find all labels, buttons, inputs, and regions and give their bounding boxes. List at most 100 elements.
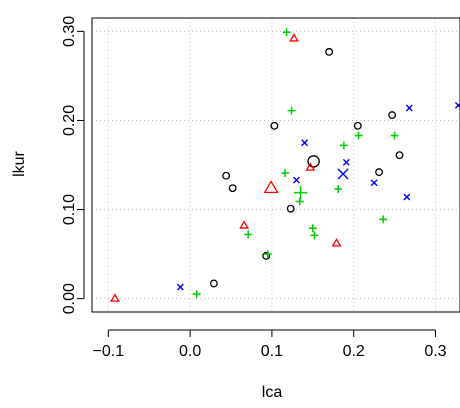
circle-point-shape: [262, 251, 271, 260]
plus-point-shape: [192, 290, 201, 299]
cross-point-shape: [405, 104, 413, 112]
triangle-point: [109, 293, 120, 302]
plus-point: [192, 290, 201, 299]
circle-centroid-shape: [307, 155, 320, 168]
triangle-point-shape: [109, 293, 120, 302]
circle-point: [262, 251, 271, 260]
triangle-centroid-shape: [263, 180, 279, 193]
cross-point: [301, 139, 309, 147]
cross-point-shape: [176, 283, 184, 291]
circle-point: [209, 279, 218, 288]
circle-point-shape: [353, 121, 362, 130]
circle-point-shape: [375, 168, 383, 177]
plus-point: [295, 197, 304, 206]
plus-point: [281, 169, 289, 177]
circle-point: [395, 151, 404, 160]
plus-point-shape: [281, 169, 289, 177]
plus-point: [282, 28, 291, 37]
cross-point-shape: [301, 139, 309, 147]
plus-point-shape: [310, 231, 319, 240]
plus-point-shape: [354, 131, 363, 140]
triangle-point-shape: [331, 238, 342, 247]
x-tick-label: 0.1: [261, 343, 283, 360]
plus-point: [287, 106, 296, 115]
plus-point: [390, 131, 399, 140]
cross-point: [403, 193, 411, 201]
circle-point-shape: [286, 204, 295, 213]
triangle-point: [331, 238, 342, 247]
triangle-centroid: [263, 180, 279, 193]
plus-point-shape: [308, 224, 317, 233]
plus-point-shape: [334, 185, 343, 194]
y-axis: 0.00 0.10 0.20 0.30: [61, 16, 85, 314]
plus-point: [334, 185, 343, 194]
plus-centroid: [293, 185, 308, 200]
triangle-point-shape: [239, 220, 250, 229]
plus-point-shape: [379, 215, 388, 224]
y-tick-label: 0.00: [61, 283, 78, 314]
circle-centroid: [307, 155, 320, 168]
circle-point: [375, 168, 383, 177]
triangle-point-shape: [289, 33, 299, 42]
plus-point-shape: [390, 131, 399, 140]
plus-point-shape: [282, 28, 291, 37]
circle-point-shape: [209, 279, 218, 288]
plus-point: [244, 230, 253, 239]
triangle-point-shape: [305, 162, 316, 171]
x-tick-label: 0.3: [424, 343, 446, 360]
circle-point-shape: [395, 151, 404, 160]
cross-point: [176, 283, 184, 291]
circle-point: [325, 47, 334, 56]
circle-point-shape: [325, 47, 334, 56]
plus-point-shape: [295, 197, 304, 206]
circle-point: [286, 204, 295, 213]
circle-point: [388, 111, 397, 120]
cross-point: [342, 158, 350, 166]
cross-centroid: [337, 168, 349, 180]
plus-centroid-shape: [293, 185, 308, 200]
cross-point-shape: [403, 193, 411, 201]
plus-point: [310, 231, 319, 240]
cross-point-shape: [292, 176, 300, 184]
cross-point: [370, 179, 378, 187]
circle-point: [353, 121, 362, 130]
plus-point-shape: [263, 250, 272, 259]
cross-point: [405, 104, 413, 112]
x-tick-label: −0.1: [93, 343, 125, 360]
plus-point-shape: [339, 141, 348, 150]
plus-point: [308, 224, 317, 233]
y-axis-title: lkur: [11, 150, 28, 176]
plus-point-shape: [287, 106, 296, 115]
plot-frame: [91, 17, 460, 313]
y-tick-label: 0.10: [61, 194, 78, 225]
circle-point-shape: [388, 111, 397, 120]
cross-point-shape: [370, 179, 378, 187]
y-tick-label: 0.20: [61, 105, 78, 136]
plus-point-shape: [244, 230, 253, 239]
x-tick-label: 0.2: [343, 343, 365, 360]
circle-point: [222, 171, 231, 180]
data-marks: [109, 28, 460, 302]
circle-point-shape: [270, 121, 279, 130]
circle-point: [228, 184, 237, 193]
y-tick-label: 0.30: [61, 16, 78, 47]
plus-point: [354, 131, 363, 140]
cross-point: [292, 176, 300, 184]
x-axis-title: lca: [262, 384, 283, 401]
cross-point-shape: [454, 101, 460, 109]
plus-point: [379, 215, 388, 224]
plus-point: [263, 250, 272, 259]
cross-point: [454, 101, 460, 109]
cross-centroid-shape: [337, 168, 349, 180]
plus-point: [339, 141, 348, 150]
circle-point-shape: [222, 171, 231, 180]
triangle-point: [239, 220, 250, 229]
x-axis: −0.1 0.0 0.1 0.2 0.3: [93, 329, 447, 360]
triangle-point: [305, 162, 316, 171]
circle-point-shape: [228, 184, 237, 193]
circle-point: [270, 121, 279, 130]
triangle-point: [289, 33, 299, 42]
x-tick-label: 0.0: [179, 343, 201, 360]
cross-point-shape: [342, 158, 350, 166]
